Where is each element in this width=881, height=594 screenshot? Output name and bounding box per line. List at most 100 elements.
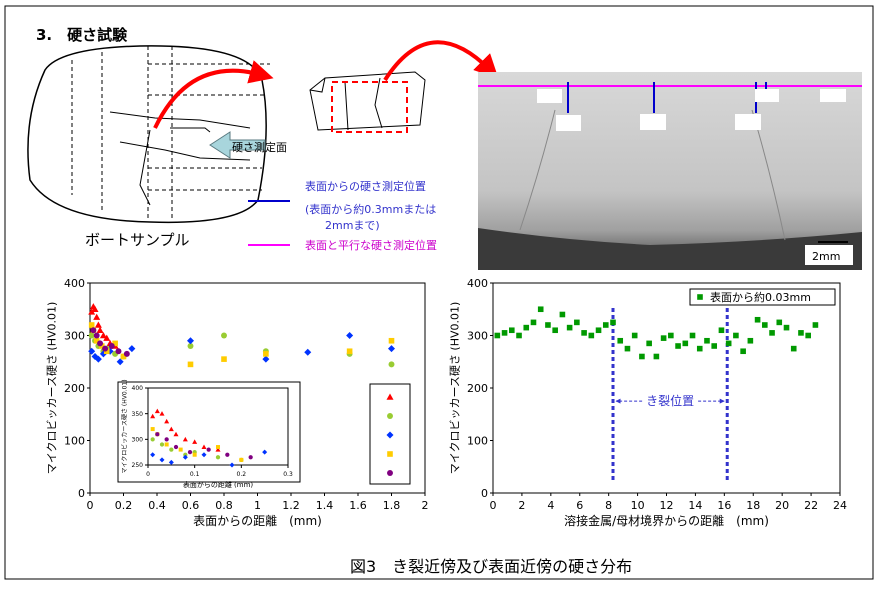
x-axis-label: 表面からの距離 (mm) — [183, 480, 254, 489]
point — [160, 442, 164, 446]
sample-label: ボートサンプル — [85, 231, 190, 249]
x-tick-label: 1.2 — [282, 499, 300, 512]
y-axis-label: マイクロビッカース硬さ (HV0.01) — [120, 379, 128, 473]
point — [574, 320, 580, 326]
x-tick-label: 6 — [576, 499, 583, 512]
point — [784, 325, 790, 331]
plot-area — [493, 283, 840, 493]
annotation: き裂位置 — [646, 393, 694, 408]
point — [704, 338, 710, 344]
point — [552, 327, 558, 333]
x-tick-label: 14 — [688, 499, 702, 512]
section-title: 3. 硬さ試験 — [36, 26, 128, 44]
red-arrow — [385, 42, 490, 80]
point — [596, 327, 602, 333]
point — [719, 327, 725, 333]
y-tick-label: 400 — [467, 277, 488, 290]
point — [733, 333, 739, 339]
point — [632, 333, 638, 339]
legend-blue: (表面から約0.3mmまたは — [305, 202, 436, 216]
x-tick-label: 16 — [717, 499, 731, 512]
point — [603, 322, 609, 328]
point — [639, 354, 645, 360]
point — [589, 333, 595, 339]
point — [661, 335, 667, 341]
point — [169, 447, 173, 451]
point — [90, 327, 96, 333]
point — [654, 354, 660, 360]
point — [165, 442, 169, 446]
red-arrow — [155, 71, 262, 128]
y-tick-label: 0 — [78, 487, 85, 500]
legend-label: 表面から約0.03mm — [710, 290, 811, 304]
point — [389, 338, 395, 344]
legend-blue: 2mmまで) — [325, 219, 380, 232]
point — [617, 338, 623, 344]
point — [769, 330, 775, 336]
point — [798, 330, 804, 336]
x-tick-label: 0.2 — [115, 499, 133, 512]
x-tick-label: 0.4 — [148, 499, 166, 512]
point — [726, 341, 732, 347]
point — [675, 343, 681, 349]
point — [495, 333, 501, 339]
point — [813, 322, 819, 328]
block-sketch — [310, 72, 425, 132]
x-tick-label: 1 — [254, 499, 261, 512]
point — [697, 346, 703, 352]
x-tick-label: 0 — [490, 499, 497, 512]
y-tick-label: 400 — [64, 277, 85, 290]
point — [216, 455, 220, 459]
point — [124, 351, 130, 357]
x-tick-label: 12 — [660, 499, 674, 512]
legend-marker — [387, 413, 393, 419]
y-tick-label: 100 — [64, 434, 85, 447]
x-tick-label: 0.1 — [190, 471, 200, 478]
point — [188, 362, 194, 368]
point — [610, 320, 616, 326]
point — [755, 317, 761, 323]
point — [516, 333, 522, 339]
x-tick-label: 2 — [518, 499, 525, 512]
x-tick-label: 0 — [146, 471, 150, 478]
point — [151, 437, 155, 441]
point — [567, 325, 573, 331]
y-tick-label: 350 — [132, 411, 144, 418]
legend-blue: 表面からの硬さ測定位置 — [305, 179, 426, 193]
x-tick-label: 0.8 — [215, 499, 233, 512]
point — [225, 453, 229, 457]
point — [188, 450, 192, 454]
point — [545, 322, 551, 328]
point — [179, 448, 183, 452]
point — [109, 343, 115, 349]
y-tick-label: 250 — [132, 462, 144, 469]
y-tick-label: 300 — [64, 329, 85, 342]
x-tick-label: 22 — [804, 499, 818, 512]
point — [165, 437, 169, 441]
x-tick-label: 1.8 — [383, 499, 401, 512]
point — [538, 306, 544, 312]
point — [263, 351, 269, 357]
x-tick-label: 2 — [422, 499, 429, 512]
x-tick-label: 24 — [833, 499, 847, 512]
x-tick-label: 0.3 — [283, 471, 293, 478]
x-tick-label: 20 — [775, 499, 789, 512]
point — [249, 455, 253, 459]
point — [221, 333, 227, 339]
y-tick-label: 300 — [132, 436, 144, 443]
point — [94, 333, 100, 339]
point — [748, 338, 754, 344]
legend-marker — [387, 470, 393, 476]
x-tick-label: 0.6 — [182, 499, 200, 512]
point — [509, 327, 515, 333]
micrograph — [478, 72, 862, 270]
y-tick-label: 0 — [481, 487, 488, 500]
y-axis-label: マイクロビッカース硬さ (HV0.01) — [45, 302, 58, 475]
point — [116, 348, 122, 354]
point — [711, 343, 717, 349]
x-tick-label: 0 — [87, 499, 94, 512]
point — [690, 333, 696, 339]
point — [389, 361, 395, 367]
point — [216, 445, 220, 449]
